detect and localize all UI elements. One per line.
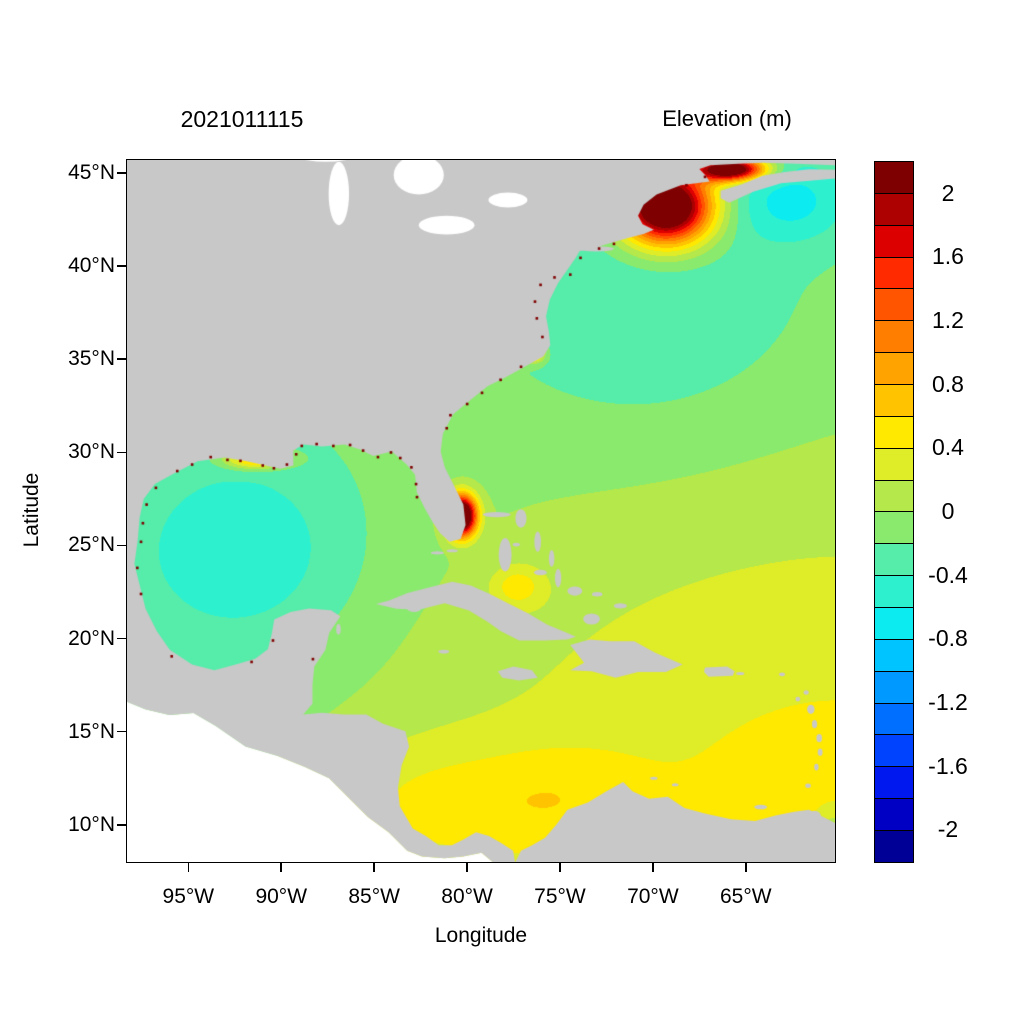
- colorbar-tick-label: -1.2: [928, 688, 968, 715]
- x-tick-mark: [466, 863, 468, 872]
- x-tick-mark: [652, 863, 654, 872]
- colorbar-cell: [875, 225, 913, 258]
- colorbar-cell: [875, 162, 913, 194]
- colorbar-tick-label: -0.4: [928, 561, 968, 588]
- x-tick-mark: [559, 863, 561, 872]
- y-tick-label: 45°N: [68, 161, 115, 185]
- plot-date-title: 2021011115: [180, 106, 304, 132]
- colorbar-tick-label: 1.2: [932, 307, 964, 334]
- colorbar-cell: [875, 608, 913, 640]
- y-tick-label: 15°N: [68, 719, 115, 743]
- colorbar-cell: [875, 193, 913, 226]
- colorbar-cell: [875, 767, 913, 800]
- colorbar-cell: [875, 385, 913, 417]
- y-tick-mark: [117, 730, 126, 733]
- y-tick-label: 25°N: [68, 533, 115, 557]
- y-tick-mark: [117, 265, 126, 267]
- x-axis-title: Longitude: [434, 924, 528, 947]
- colorbar-title: Elevation (m): [662, 106, 792, 131]
- colorbar: [874, 161, 914, 863]
- y-tick-mark: [117, 451, 126, 454]
- y-tick-mark: [117, 544, 126, 547]
- y-tick-mark: [117, 637, 126, 640]
- colorbar-cell: [875, 703, 913, 736]
- y-tick-label: 40°N: [68, 254, 115, 278]
- colorbar-tick-label: 0: [941, 498, 955, 524]
- y-tick-label: 10°N: [68, 812, 115, 836]
- colorbar-tick-label: 1.6: [932, 243, 964, 270]
- x-tick-label: 70°W: [627, 885, 679, 908]
- colorbar-tick-label: -0.8: [928, 625, 968, 652]
- y-tick-label: 35°N: [68, 347, 115, 371]
- colorbar-cell: [875, 831, 913, 862]
- colorbar-cell: [875, 544, 913, 577]
- x-tick-label: 65°W: [720, 885, 772, 908]
- x-tick-label: 80°W: [441, 885, 493, 908]
- map-canvas: [127, 160, 835, 862]
- y-axis-title: Latitude: [20, 472, 43, 548]
- x-tick-mark: [280, 863, 282, 872]
- colorbar-tick-label: -2: [937, 816, 959, 843]
- colorbar-cell: [875, 671, 913, 704]
- colorbar-cell: [875, 353, 913, 386]
- colorbar-tick-label: 2: [941, 179, 955, 206]
- x-tick-label: 85°W: [348, 885, 400, 908]
- y-tick-mark: [117, 358, 126, 360]
- colorbar-tick-label: -1.6: [928, 752, 968, 779]
- x-tick-mark: [745, 863, 747, 872]
- colorbar-cell: [875, 576, 913, 609]
- colorbar-cell: [875, 416, 913, 449]
- y-tick-label: 30°N: [68, 440, 115, 464]
- colorbar-cell: [875, 257, 913, 290]
- x-tick-label: 95°W: [162, 885, 215, 908]
- x-tick-mark: [373, 863, 375, 872]
- colorbar-tick-label: 0.4: [932, 434, 964, 461]
- y-tick-mark: [117, 172, 126, 174]
- colorbar-cell: [875, 735, 913, 768]
- colorbar-cell: [875, 321, 913, 354]
- x-tick-label: 75°W: [534, 885, 586, 908]
- colorbar-cell: [875, 480, 913, 513]
- colorbar-cell: [875, 799, 913, 832]
- colorbar-cell: [875, 512, 913, 545]
- colorbar-cell: [875, 448, 913, 481]
- colorbar-cell: [875, 639, 913, 672]
- y-tick-label: 20°N: [68, 626, 115, 650]
- colorbar-cell: [875, 289, 913, 322]
- x-tick-mark: [187, 863, 190, 872]
- x-tick-label: 90°W: [255, 885, 308, 908]
- plot-area: [126, 159, 836, 863]
- y-tick-mark: [117, 824, 126, 826]
- colorbar-tick-label: 0.8: [932, 370, 964, 397]
